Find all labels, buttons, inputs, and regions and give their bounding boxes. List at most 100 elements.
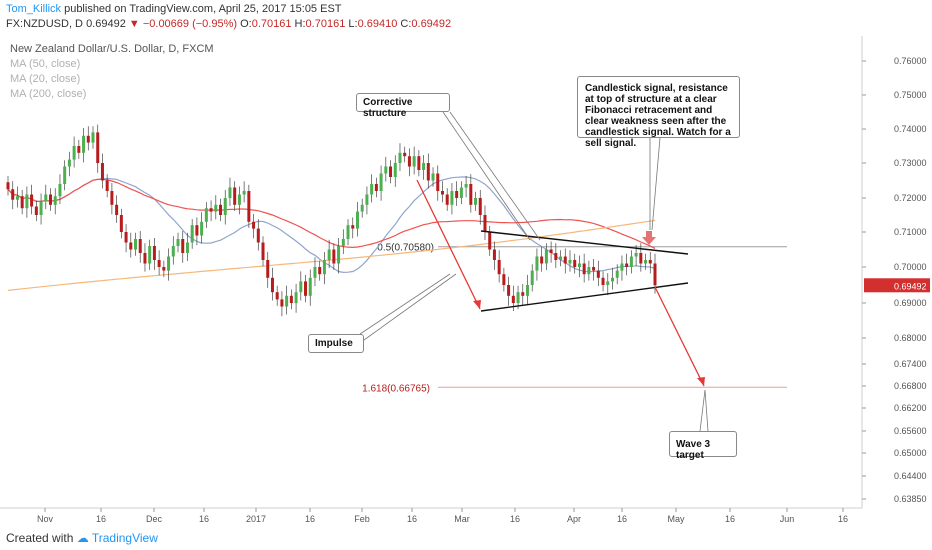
candle-body: [96, 132, 100, 163]
x-tick-label: 16: [305, 514, 315, 524]
candle-body: [521, 292, 525, 296]
candle-body: [195, 225, 199, 236]
tradingview-link[interactable]: TradingView: [91, 531, 158, 545]
x-tick-label: 16: [199, 514, 209, 524]
legend-ma20[interactable]: MA (20, close): [10, 73, 81, 85]
candle-body: [365, 194, 369, 205]
candle-body: [412, 156, 416, 167]
y-tick-label: 0.66200: [894, 403, 927, 413]
low-value: 0.69410: [357, 18, 398, 30]
candle-body: [559, 256, 563, 260]
x-tick-label: 2017: [246, 514, 266, 524]
candle-body: [592, 267, 596, 271]
wave3-target-callout: Wave 3 target: [669, 431, 737, 461]
candle-body: [185, 242, 189, 253]
candle-body: [403, 152, 407, 157]
candle-body: [214, 204, 218, 212]
candle-body: [39, 201, 43, 215]
corrective-structure-callout: Corrective structure: [356, 93, 450, 119]
legend-ma50[interactable]: MA (50, close): [10, 58, 81, 70]
wave3-arrowhead: [697, 377, 705, 386]
candle-body: [568, 260, 572, 264]
candle-body: [148, 246, 152, 264]
open-label: O:: [240, 18, 252, 30]
candle-body: [308, 277, 312, 296]
candle-body: [469, 184, 473, 205]
candle-body: [190, 225, 194, 243]
candle-body: [332, 249, 336, 264]
candle-body: [200, 221, 204, 236]
signal-arrow-icon: [642, 237, 656, 245]
candle-body: [601, 277, 605, 285]
candle-body: [417, 156, 421, 170]
candle-body: [587, 267, 591, 275]
candle-body: [554, 253, 558, 260]
wave3-pointer-b: [704, 389, 709, 432]
candle-body: [398, 152, 402, 163]
y-tick-label: 0.63850: [894, 494, 927, 504]
y-tick-label: 0.65600: [894, 426, 927, 436]
y-tick-label: 0.76000: [894, 56, 927, 66]
x-tick-label: 16: [725, 514, 735, 524]
candle-body: [289, 295, 293, 303]
candle-body: [502, 274, 506, 285]
x-tick-label: 16: [407, 514, 417, 524]
candle-body: [577, 263, 581, 267]
candle-body: [582, 263, 586, 275]
candle-body: [379, 173, 383, 191]
candle-body: [478, 198, 482, 215]
impulse-arrowhead: [473, 300, 481, 309]
open-value: 0.70161: [251, 18, 292, 30]
candle-body: [422, 163, 426, 170]
high-label: H:: [294, 18, 306, 30]
x-tick-label: 16: [510, 514, 520, 524]
candle-body: [152, 246, 156, 260]
candle-body: [393, 163, 397, 177]
candle-body: [322, 260, 326, 275]
triangle-lower-line: [480, 282, 689, 312]
candle-body: [256, 228, 260, 243]
candle-body: [544, 249, 548, 264]
note-pointer-b: [651, 137, 661, 231]
candle-body: [606, 281, 610, 285]
candle-body: [82, 135, 86, 153]
candle-body: [134, 239, 138, 250]
impulse-pointer-a: [359, 273, 451, 335]
candle-body: [644, 260, 648, 264]
candle-body: [313, 267, 317, 278]
x-tick-label: Mar: [454, 514, 470, 524]
candle-body: [294, 292, 298, 303]
candle-body: [370, 184, 374, 195]
candle-body: [610, 277, 614, 282]
candle-body: [270, 277, 274, 293]
author-link[interactable]: Tom_Killick: [6, 3, 62, 15]
candle-body: [44, 194, 48, 202]
x-tick-label: Feb: [354, 514, 370, 524]
candle-body: [374, 184, 378, 191]
candle-body: [436, 173, 440, 191]
candle-body: [299, 281, 303, 293]
legend-ma200[interactable]: MA (200, close): [10, 88, 87, 100]
candle-body: [20, 196, 24, 209]
footer: Created with ☁ TradingView: [0, 528, 932, 550]
candle-body: [492, 249, 496, 260]
candle-body: [157, 260, 161, 267]
candle-body: [440, 191, 444, 195]
down-arrow-icon: ▼: [128, 18, 140, 30]
candle-body: [384, 166, 388, 174]
candle-body: [488, 232, 492, 250]
corrective-pointer-a: [442, 111, 531, 241]
fib-1-618-label: 1.618(0.66765): [362, 383, 430, 394]
candle-body: [34, 206, 38, 215]
candle-body: [620, 263, 624, 271]
candle-body: [455, 191, 459, 198]
y-tick-label: 0.71000: [894, 227, 927, 237]
ma200-line: [7, 219, 656, 291]
candle-body: [129, 242, 133, 250]
x-tick-label: Nov: [37, 514, 54, 524]
candle-body: [49, 194, 53, 205]
candle-body: [629, 256, 633, 267]
impulse-callout: Impulse: [308, 334, 364, 353]
candle-body: [407, 156, 411, 167]
candle-body: [639, 253, 643, 264]
